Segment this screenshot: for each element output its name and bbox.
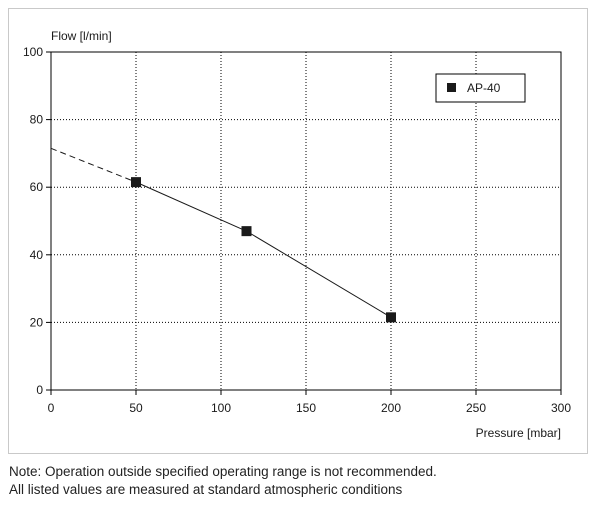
note-atmospheric-conditions: All listed values are measured at standa… (9, 482, 403, 497)
y-axis-label: Flow [l/min] (51, 29, 112, 43)
data-point-marker (386, 312, 396, 323)
y-tick-label: 100 (23, 45, 43, 59)
y-tick-label: 80 (30, 113, 44, 127)
note-operating-range: Note: Operation outside specified operat… (9, 464, 437, 479)
x-tick-label: 250 (466, 401, 486, 415)
data-point-marker (131, 177, 141, 188)
y-tick-label: 20 (30, 315, 44, 329)
grid (51, 52, 561, 390)
legend: AP-40 (435, 73, 526, 103)
x-tick-label: 50 (129, 401, 143, 415)
y-tick-label: 0 (36, 383, 43, 397)
x-tick-label: 0 (48, 401, 55, 415)
y-tick-label: 60 (30, 180, 44, 194)
x-tick-label: 150 (296, 401, 316, 415)
series-line-ap-40 (135, 181, 392, 318)
data-point-marker (241, 226, 252, 237)
extrapolation-line (50, 147, 137, 183)
x-axis-ticks: 0 50 100 150 200 250 300 (48, 390, 571, 415)
y-axis-ticks: 0 20 40 60 80 100 (23, 45, 51, 397)
x-tick-label: 100 (211, 401, 231, 415)
x-tick-label: 300 (551, 401, 571, 415)
chart-frame (8, 8, 588, 454)
x-tick-label: 200 (381, 401, 401, 415)
y-tick-label: 40 (30, 248, 44, 262)
legend-marker-icon (447, 83, 456, 92)
series-markers (131, 177, 396, 323)
flow-pressure-chart: 0 50 100 150 200 250 300 0 20 40 60 80 100 Flow [l/… (23, 29, 571, 440)
legend-label: AP-40 (467, 81, 501, 95)
x-axis-label: Pressure [mbar] (476, 426, 561, 440)
